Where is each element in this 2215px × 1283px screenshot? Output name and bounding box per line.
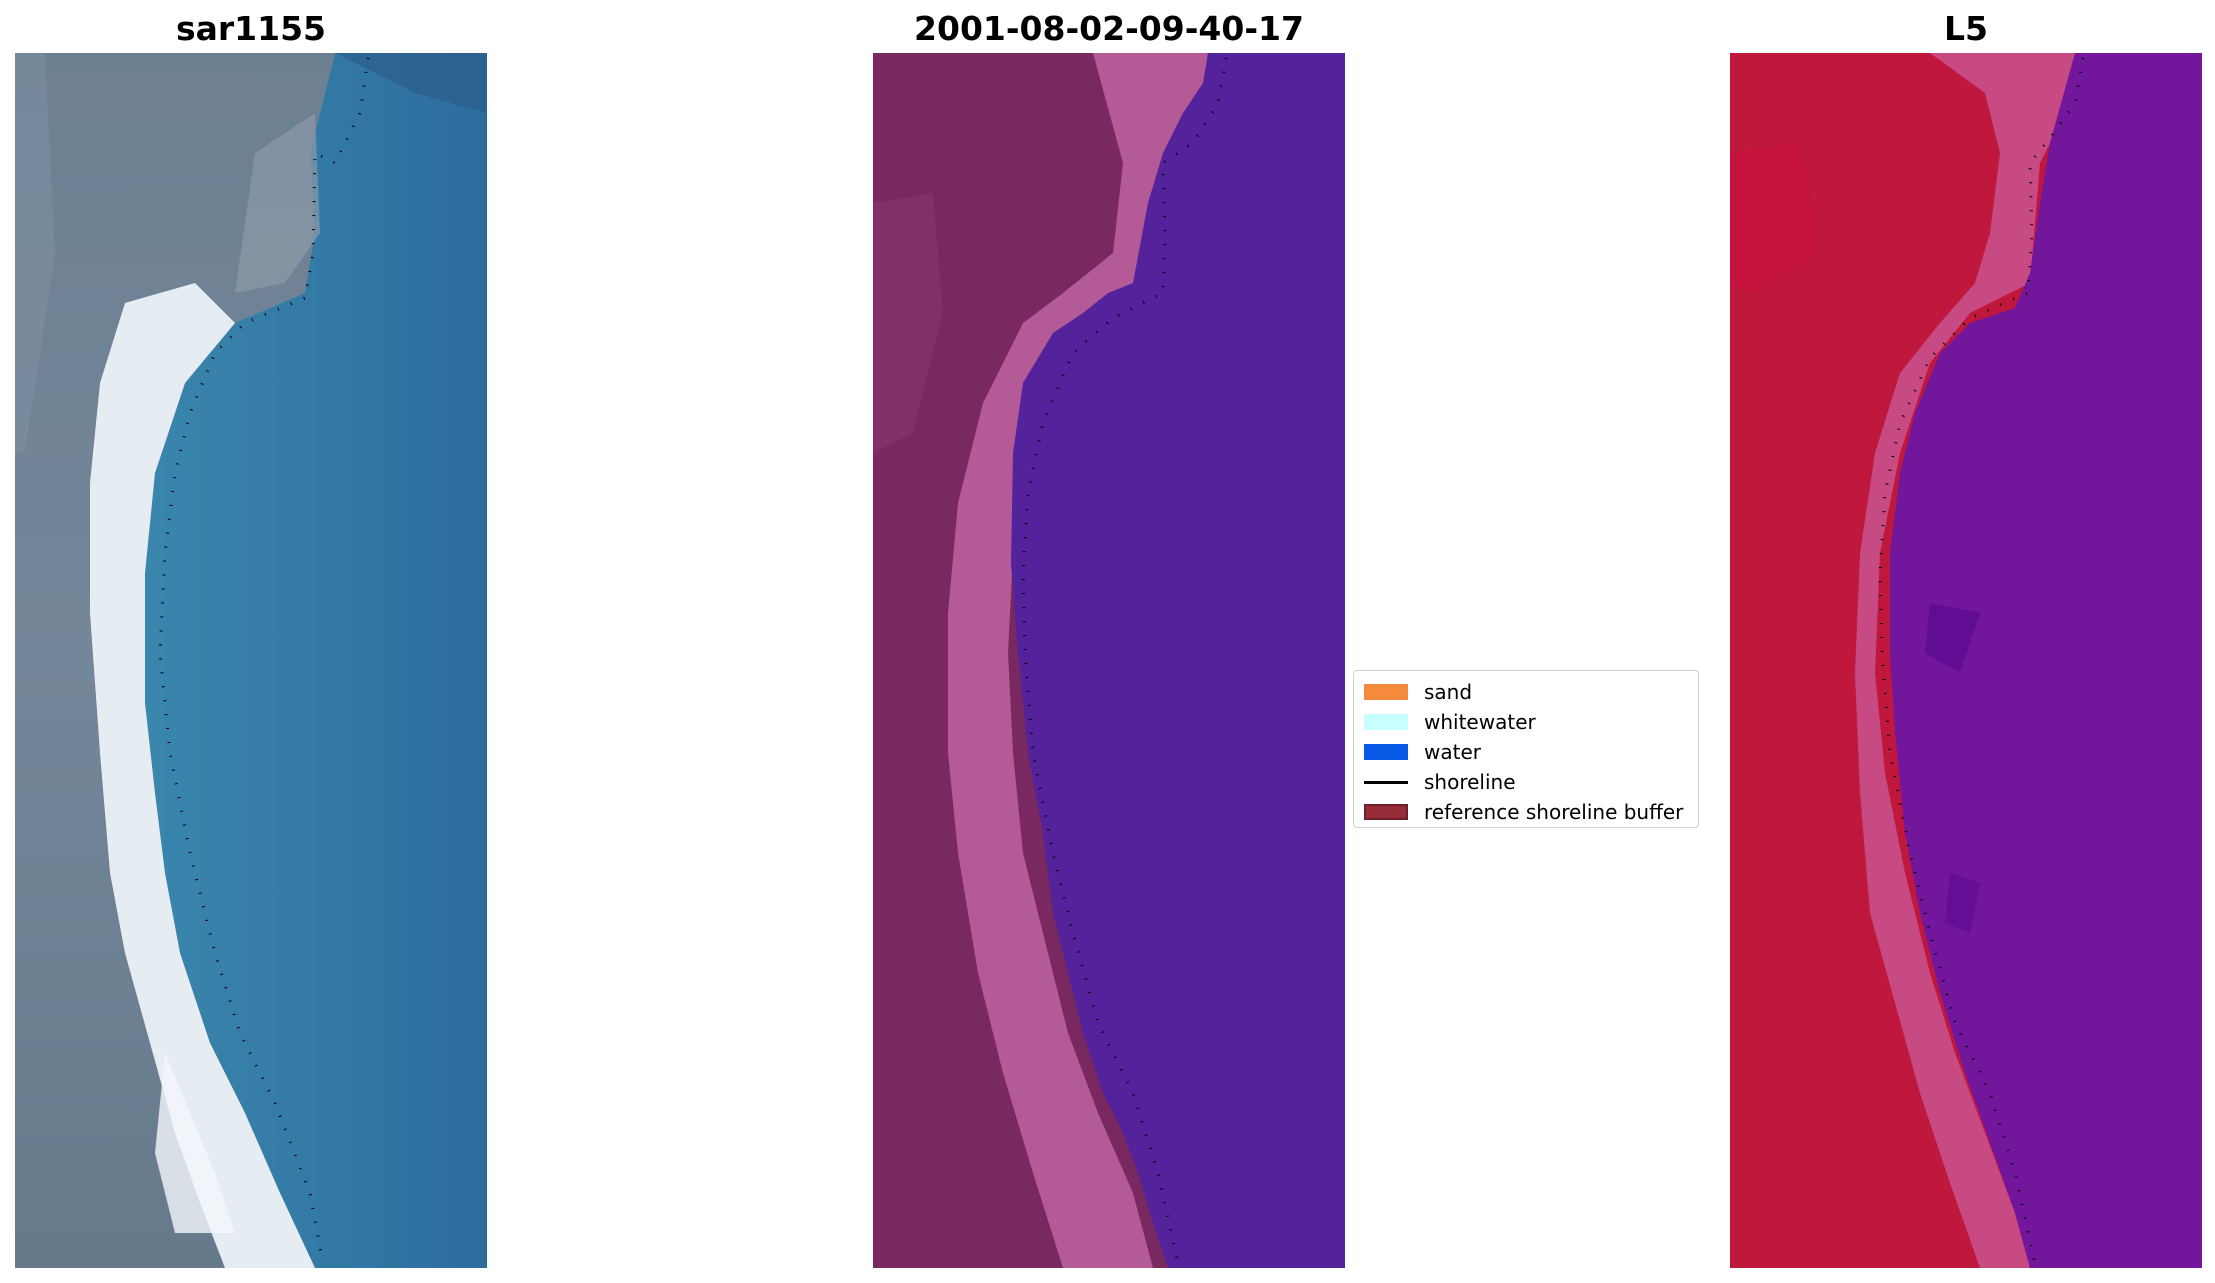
rgb-image [15, 53, 487, 1268]
legend-label-whitewater: whitewater [1424, 710, 1536, 734]
legend-item-shoreline: shoreline [1364, 767, 1688, 797]
legend-line-shoreline [1364, 780, 1408, 784]
legend: sand whitewater water shoreline referenc… [1353, 670, 1699, 828]
legend-label-water: water [1424, 740, 1481, 764]
panel-title-date: 2001-08-02-09-40-17 [914, 9, 1304, 48]
legend-label-sand: sand [1424, 680, 1473, 704]
legend-swatch-water [1364, 744, 1408, 760]
legend-label-shoreline: shoreline [1424, 770, 1516, 794]
legend-swatch-reference-buffer [1364, 804, 1408, 820]
legend-item-water: water [1364, 737, 1688, 767]
legend-item-sand: sand [1364, 677, 1688, 707]
legend-swatch-whitewater [1364, 714, 1408, 730]
legend-label-reference-buffer: reference shoreline buffer [1424, 800, 1684, 824]
classified-image-panel [873, 53, 1345, 1268]
legend-item-whitewater: whitewater [1364, 707, 1688, 737]
legend-swatch-sand [1364, 684, 1408, 700]
index-image-panel [1730, 53, 2202, 1268]
legend-item-reference-buffer: reference shoreline buffer [1364, 797, 1688, 827]
panel-title-l5: L5 [1944, 9, 1988, 48]
classified-image [873, 53, 1345, 1268]
index-image [1730, 53, 2202, 1268]
rgb-image-panel [15, 53, 487, 1268]
panel-title-sar1155: sar1155 [175, 9, 327, 48]
